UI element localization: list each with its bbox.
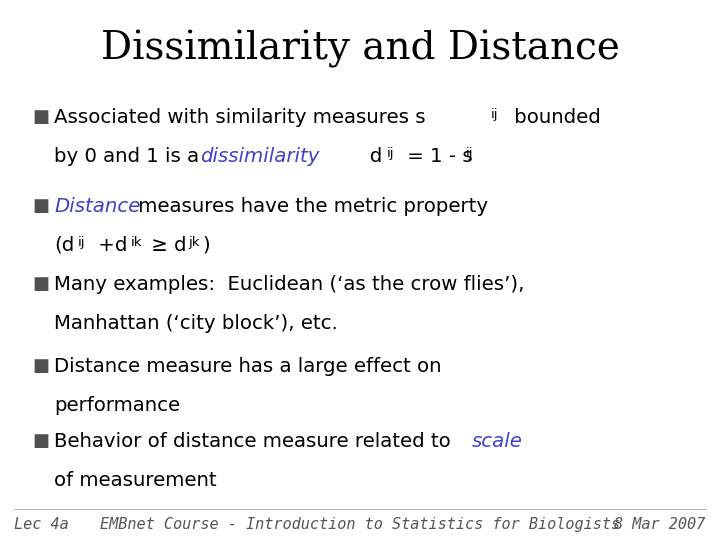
Text: ■: ■ bbox=[32, 275, 50, 293]
Text: Manhattan (‘city block’), etc.: Manhattan (‘city block’), etc. bbox=[54, 314, 338, 333]
Text: Lec 4a: Lec 4a bbox=[14, 517, 69, 532]
Text: Behavior of distance measure related to: Behavior of distance measure related to bbox=[54, 432, 457, 451]
Text: Many examples:  Euclidean (‘as the crow flies’),: Many examples: Euclidean (‘as the crow f… bbox=[54, 275, 524, 294]
Text: ij: ij bbox=[78, 236, 85, 249]
Text: scale: scale bbox=[472, 432, 523, 451]
Text: ■: ■ bbox=[32, 108, 50, 126]
Text: Distance: Distance bbox=[54, 197, 140, 216]
Text: bounded: bounded bbox=[508, 108, 601, 127]
Text: performance: performance bbox=[54, 396, 180, 415]
Text: ij: ij bbox=[491, 108, 498, 121]
Text: ■: ■ bbox=[32, 197, 50, 215]
Text: Distance measure has a large effect on: Distance measure has a large effect on bbox=[54, 357, 441, 376]
Text: ij: ij bbox=[387, 147, 394, 160]
Text: ): ) bbox=[202, 236, 210, 255]
Text: EMBnet Course - Introduction to Statistics for Biologists: EMBnet Course - Introduction to Statisti… bbox=[100, 517, 620, 532]
Text: +d: +d bbox=[92, 236, 127, 255]
Text: 8 Mar 2007: 8 Mar 2007 bbox=[614, 517, 706, 532]
Text: jk: jk bbox=[188, 236, 199, 249]
Text: ik: ik bbox=[131, 236, 143, 249]
Text: (d: (d bbox=[54, 236, 74, 255]
Text: = 1 - s: = 1 - s bbox=[401, 147, 473, 166]
Text: ij: ij bbox=[466, 147, 473, 160]
Text: measures have the metric property: measures have the metric property bbox=[132, 197, 489, 216]
Text: ■: ■ bbox=[32, 357, 50, 375]
Text: Associated with similarity measures s: Associated with similarity measures s bbox=[54, 108, 426, 127]
Text: d: d bbox=[351, 147, 382, 166]
Text: ≥ d: ≥ d bbox=[145, 236, 187, 255]
Text: Dissimilarity and Distance: Dissimilarity and Distance bbox=[101, 30, 619, 68]
Text: ■: ■ bbox=[32, 432, 50, 450]
Text: of measurement: of measurement bbox=[54, 471, 217, 490]
Text: by 0 and 1 is a: by 0 and 1 is a bbox=[54, 147, 205, 166]
Text: dissimilarity: dissimilarity bbox=[200, 147, 320, 166]
